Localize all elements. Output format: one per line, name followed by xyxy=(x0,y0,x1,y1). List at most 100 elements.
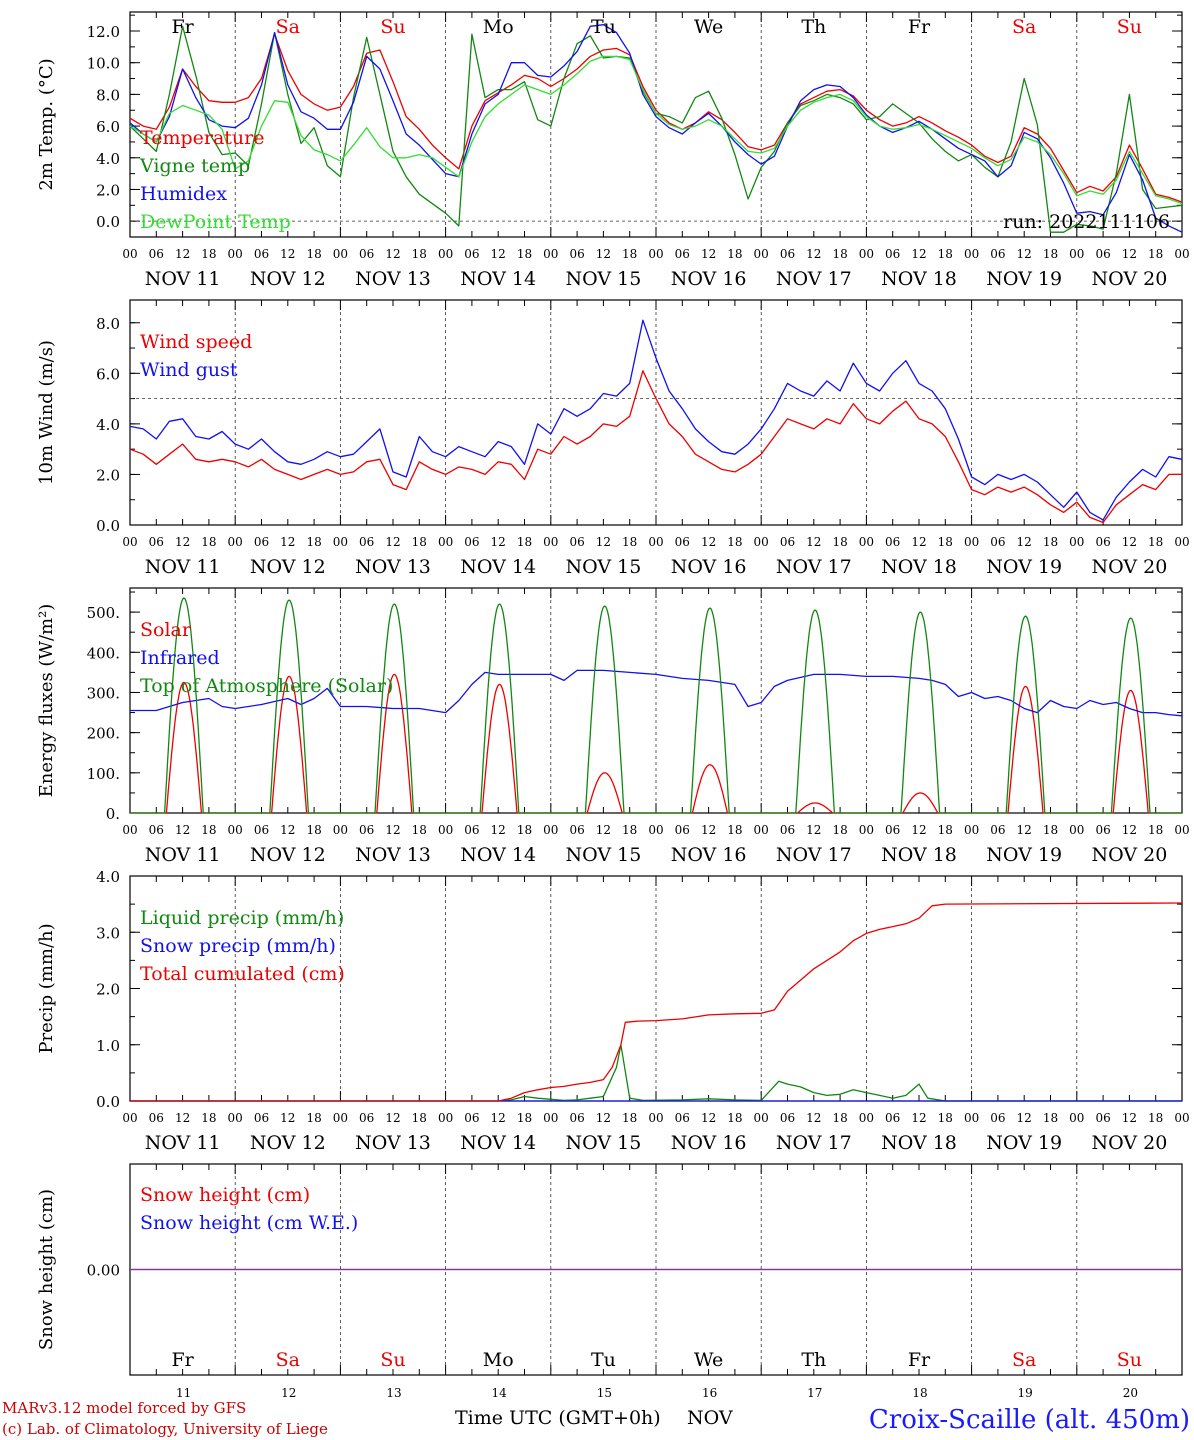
hour-label: 06 xyxy=(780,535,795,549)
hour-label: 06 xyxy=(885,1111,900,1125)
hour-label: 00 xyxy=(543,1111,558,1125)
hour-label: 00 xyxy=(1069,823,1084,837)
hour-label: 00 xyxy=(964,1111,979,1125)
hour-label: 06 xyxy=(149,535,164,549)
hour-label: 00 xyxy=(964,823,979,837)
y-tick-label: 500. xyxy=(87,604,120,622)
date-label: NOV 15 xyxy=(565,556,641,578)
hour-label: 12 xyxy=(1017,823,1032,837)
y-tick-label: 8.0 xyxy=(96,315,120,333)
y-tick-label: 2.0 xyxy=(96,181,120,199)
hour-label: 06 xyxy=(464,823,479,837)
hour-label: 18 xyxy=(938,247,953,261)
plot-frame xyxy=(129,299,1183,526)
series-line-1 xyxy=(130,1044,1182,1102)
y-axis-label: Snow height (cm) xyxy=(36,1189,57,1350)
hour-label: 18 xyxy=(622,247,637,261)
hour-label: 18 xyxy=(832,535,847,549)
date-label: NOV 19 xyxy=(986,268,1062,290)
y-tick-label: 4.0 xyxy=(96,868,120,886)
hour-label: 00 xyxy=(333,1111,348,1125)
hour-label: 06 xyxy=(885,247,900,261)
hour-label: 00 xyxy=(648,823,663,837)
hour-label: 18 xyxy=(517,535,532,549)
hour-label: 00 xyxy=(1069,535,1084,549)
hour-label: 12 xyxy=(280,247,295,261)
y-tick-label: 6.0 xyxy=(96,118,120,136)
hour-label: 06 xyxy=(780,1111,795,1125)
hour-label: 00 xyxy=(859,247,874,261)
legend-entry: Wind gust xyxy=(140,359,238,381)
hour-label: 06 xyxy=(149,1111,164,1125)
day-number: 12 xyxy=(281,1386,296,1400)
hour-label: 00 xyxy=(543,247,558,261)
y-tick-label: 0.0 xyxy=(96,213,120,231)
y-tick-label: 400. xyxy=(87,644,120,662)
hour-label: 00 xyxy=(438,247,453,261)
hour-label: 06 xyxy=(780,247,795,261)
legend-entry: Solar xyxy=(140,619,192,641)
hour-label: 12 xyxy=(1017,1111,1032,1125)
series-line-4 xyxy=(129,55,1183,205)
y-tick-label: 0.0 xyxy=(96,517,120,535)
hour-label: 00 xyxy=(859,1111,874,1125)
hour-label: 12 xyxy=(385,1111,400,1125)
date-label: NOV 13 xyxy=(355,1132,431,1154)
hour-label: 18 xyxy=(727,247,742,261)
hour-label: 06 xyxy=(1095,1111,1110,1125)
hour-label: 12 xyxy=(385,247,400,261)
hour-label: 12 xyxy=(911,1111,926,1125)
date-label: NOV 14 xyxy=(460,844,536,866)
hour-label: 06 xyxy=(359,535,374,549)
hour-label: 00 xyxy=(122,535,137,549)
date-label: NOV 13 xyxy=(355,844,431,866)
hour-label: 12 xyxy=(701,247,716,261)
hour-label: 00 xyxy=(543,823,558,837)
hour-label: 12 xyxy=(806,823,821,837)
hour-label: 00 xyxy=(543,535,558,549)
hour-label: 06 xyxy=(464,1111,479,1125)
legend-entry: Liquid precip (mm/h) xyxy=(140,907,344,929)
hour-label: 18 xyxy=(1043,1111,1058,1125)
hour-label: 12 xyxy=(491,1111,506,1125)
y-axis-label: Precip (mm/h) xyxy=(36,923,57,1053)
y-tick-label: 0.0 xyxy=(96,1093,120,1111)
y-tick-label: 4.0 xyxy=(96,150,120,168)
hour-label: 06 xyxy=(990,1111,1005,1125)
plot-frame xyxy=(129,587,1183,814)
series-line-3 xyxy=(129,24,1183,233)
hour-label: 00 xyxy=(1069,247,1084,261)
hour-label: 06 xyxy=(1095,247,1110,261)
hour-label: 18 xyxy=(412,1111,427,1125)
hour-label: 06 xyxy=(569,535,584,549)
day-number: 20 xyxy=(1123,1386,1138,1400)
y-tick-label: 100. xyxy=(87,765,120,783)
date-label: NOV 18 xyxy=(881,556,957,578)
x-axis-label: Time UTC (GMT+0h) xyxy=(455,1407,661,1429)
hour-label: 00 xyxy=(1174,823,1189,837)
hour-label: 12 xyxy=(806,535,821,549)
hour-label: 12 xyxy=(911,247,926,261)
hour-label: 00 xyxy=(754,1111,769,1125)
hour-label: 18 xyxy=(1043,247,1058,261)
hour-label: 00 xyxy=(333,247,348,261)
hour-label: 06 xyxy=(464,247,479,261)
date-label: NOV 16 xyxy=(671,1132,747,1154)
hour-label: 00 xyxy=(1174,535,1189,549)
y-tick-label: 2.0 xyxy=(96,466,120,484)
hour-label: 18 xyxy=(832,823,847,837)
legend-entry: Snow precip (mm/h) xyxy=(140,935,336,957)
hour-label: 06 xyxy=(569,823,584,837)
day-label: Th xyxy=(801,1349,826,1371)
series-line-1 xyxy=(129,33,1183,203)
legend-entry: Wind speed xyxy=(140,331,252,353)
model-credit: MARv3.12 model forced by GFS xyxy=(2,1399,246,1417)
day-number: 13 xyxy=(386,1386,401,1400)
hour-label: 06 xyxy=(780,823,795,837)
legend-entry: Infrared xyxy=(140,647,220,669)
hour-label: 18 xyxy=(306,823,321,837)
date-label: NOV 12 xyxy=(250,844,326,866)
hour-label: 12 xyxy=(701,535,716,549)
hour-label: 18 xyxy=(201,535,216,549)
hour-label: 00 xyxy=(228,535,243,549)
